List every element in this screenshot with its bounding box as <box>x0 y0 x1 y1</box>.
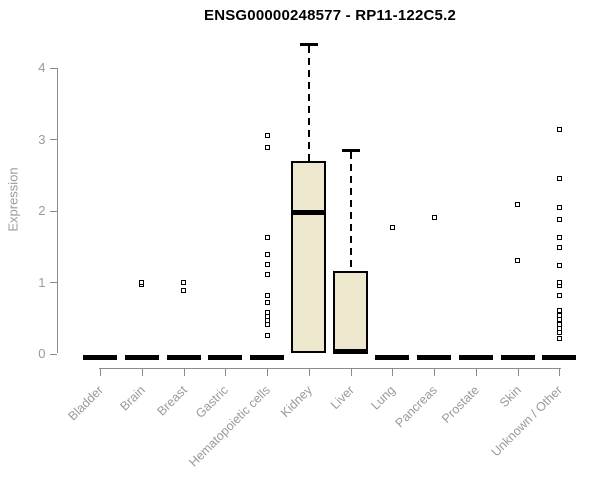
x-tick <box>183 368 185 376</box>
flat-box <box>458 354 493 360</box>
x-tick <box>141 368 143 376</box>
chart-title: ENSG00000248577 - RP11-122C5.2 <box>203 7 456 24</box>
outlier-point <box>264 333 270 339</box>
y-tick <box>49 210 57 212</box>
outlier-point <box>556 279 562 285</box>
y-axis-label: Expression <box>5 167 21 232</box>
x-tick <box>392 368 394 376</box>
y-tick-label: 2 <box>38 203 46 219</box>
outlier-point <box>264 309 270 315</box>
x-tick <box>308 368 310 376</box>
y-axis-line <box>56 67 58 354</box>
flat-box <box>208 354 243 360</box>
outlier-point <box>556 317 562 323</box>
y-tick-label: 3 <box>38 131 46 147</box>
y-tick-label: 1 <box>38 274 46 290</box>
outlier-point <box>264 299 270 305</box>
x-tick <box>100 368 101 376</box>
outlier-point <box>264 318 270 324</box>
whisker-cap <box>299 42 318 46</box>
x-tick <box>350 368 352 376</box>
outlier-point <box>515 202 521 208</box>
outlier-point <box>556 308 562 314</box>
outlier-point <box>431 214 437 220</box>
x-tick <box>517 368 519 376</box>
flat-box <box>542 354 577 360</box>
outlier-point <box>264 293 270 299</box>
flat-box <box>375 354 410 360</box>
y-tick-label: 4 <box>38 60 46 76</box>
outlier-point <box>556 216 562 222</box>
outlier-point <box>556 245 562 251</box>
x-tick <box>434 368 436 376</box>
outlier-point <box>556 235 562 241</box>
outlier-point <box>515 258 521 264</box>
flat-box <box>124 354 159 360</box>
outlier-point <box>139 279 145 285</box>
y-tick <box>49 139 57 141</box>
box <box>291 160 327 354</box>
outlier-point <box>181 288 187 294</box>
whisker <box>349 151 352 271</box>
outlier-point <box>556 321 562 327</box>
outlier-point <box>264 145 270 151</box>
x-tick <box>559 368 561 376</box>
flat-box <box>250 354 285 360</box>
box-median <box>291 210 327 216</box>
x-tick <box>225 368 227 376</box>
y-tick-label: 0 <box>38 346 46 361</box>
outlier-point <box>264 262 270 268</box>
flat-box <box>417 354 452 360</box>
outlier-point <box>556 126 562 132</box>
outlier-point <box>264 271 270 277</box>
outlier-point <box>264 133 270 139</box>
x-axis-line <box>98 368 561 369</box>
y-tick <box>49 282 57 284</box>
whisker <box>307 45 310 161</box>
box-median <box>333 348 369 354</box>
whisker-cap <box>341 148 360 152</box>
outlier-point <box>556 326 562 331</box>
outlier-point <box>264 313 270 319</box>
outlier-point <box>389 225 395 231</box>
x-tick <box>267 368 269 376</box>
box <box>333 270 369 354</box>
outlier-point <box>264 322 270 328</box>
flat-box <box>166 354 201 360</box>
y-tick <box>49 353 57 355</box>
outlier-point <box>264 234 270 240</box>
outlier-point <box>556 293 562 299</box>
x-tick <box>475 368 477 376</box>
outlier-point <box>264 251 270 257</box>
outlier-point <box>556 176 562 182</box>
outlier-point <box>556 336 562 341</box>
y-tick <box>49 67 57 69</box>
outlier-point <box>556 205 562 211</box>
flat-box <box>500 354 535 360</box>
flat-box <box>83 354 117 360</box>
outlier-point <box>181 280 187 286</box>
outlier-point <box>556 263 562 269</box>
outlier-point <box>556 313 562 319</box>
